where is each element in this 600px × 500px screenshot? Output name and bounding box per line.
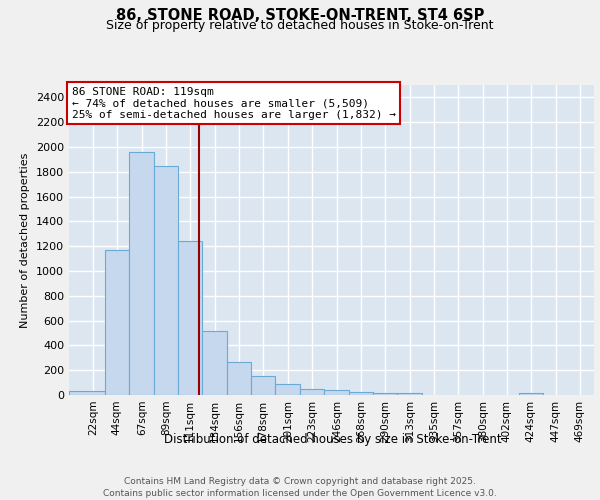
Bar: [130, 152, 154, 395]
Bar: [349, 392, 373, 395]
Text: Size of property relative to detached houses in Stoke-on-Trent: Size of property relative to detached ho…: [106, 18, 494, 32]
Bar: [202, 331, 227, 395]
Bar: [69, 392, 105, 395]
Bar: [178, 241, 202, 395]
Bar: [227, 362, 251, 395]
Bar: [325, 390, 349, 395]
Bar: [251, 376, 275, 395]
Text: 86, STONE ROAD, STOKE-ON-TRENT, ST4 6SP: 86, STONE ROAD, STOKE-ON-TRENT, ST4 6SP: [116, 8, 484, 22]
Bar: [105, 250, 130, 395]
Y-axis label: Number of detached properties: Number of detached properties: [20, 152, 31, 328]
Text: 86 STONE ROAD: 119sqm
← 74% of detached houses are smaller (5,509)
25% of semi-d: 86 STONE ROAD: 119sqm ← 74% of detached …: [71, 86, 395, 120]
Text: Contains HM Land Registry data © Crown copyright and database right 2025.
Contai: Contains HM Land Registry data © Crown c…: [103, 476, 497, 498]
Bar: [300, 389, 325, 395]
Bar: [397, 393, 422, 395]
Bar: [154, 166, 178, 395]
Text: Distribution of detached houses by size in Stoke-on-Trent: Distribution of detached houses by size …: [164, 432, 502, 446]
Bar: [519, 393, 544, 395]
Bar: [373, 392, 397, 395]
Bar: [275, 384, 300, 395]
